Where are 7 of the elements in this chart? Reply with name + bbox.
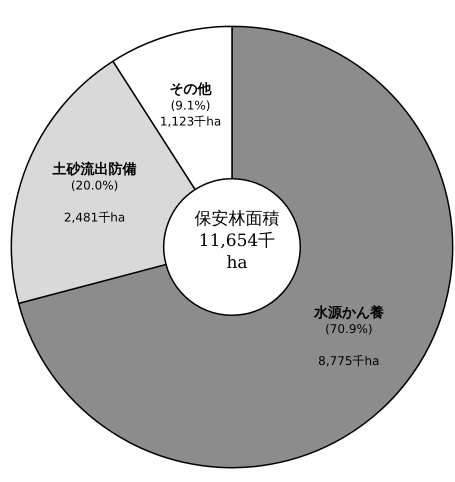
slice-label: 土砂流出防備 <box>52 160 137 178</box>
text: (70.9%) 8,775千ha <box>318 322 380 368</box>
data-label: (9.1%) 1,123千ha <box>160 98 222 128</box>
slice-label: その他 <box>170 81 213 98</box>
slice-label: 水源かん養 <box>312 304 384 321</box>
text: 保安林面積 11,654千 ha <box>194 209 280 273</box>
text: (20.0%) 2,481千ha <box>64 178 126 225</box>
